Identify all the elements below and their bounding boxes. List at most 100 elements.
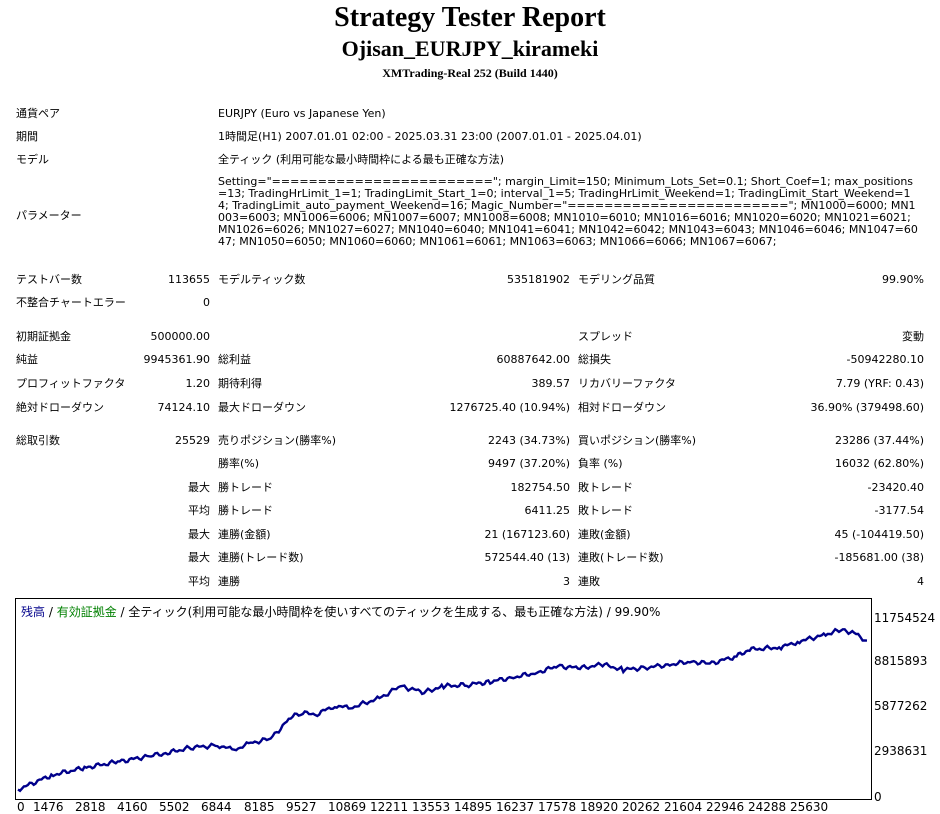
x-tick-label: 0	[17, 800, 25, 814]
period-label: 期間	[16, 130, 38, 143]
ticks-value: 535181902	[507, 273, 570, 286]
quality-label: モデリング品質	[578, 273, 655, 286]
report-title: Strategy Tester Report	[334, 2, 606, 33]
ea-name: Ojisan_EURJPY_kirameki	[341, 36, 599, 61]
loss-rate-label: 負率 (%)	[578, 457, 623, 470]
symbol-label: 通貨ペア	[16, 107, 60, 120]
max-drawdown-label: 最大ドローダウン	[218, 401, 306, 414]
legend-separator: /	[45, 605, 57, 619]
legend-balance: 残高	[21, 605, 46, 619]
max-consec-win-count-value: 572544.40 (13)	[484, 551, 570, 564]
short-positions-value: 2243 (34.73%)	[487, 434, 570, 447]
net-profit-label: 純益	[16, 353, 38, 366]
avg-consec-loss-label: 連敗	[578, 575, 600, 588]
max-consec-win-money-label: 連勝(金額)	[218, 528, 271, 541]
x-tick-label: 12211	[370, 800, 409, 814]
largest-win-value: 182754.50	[510, 481, 571, 494]
expected-payoff-value: 389.57	[531, 377, 571, 390]
gross-loss-value: -50942280.10	[846, 353, 924, 366]
series-line-balance	[17, 627, 868, 793]
loss-rate-value: 16032 (62.80%)	[834, 457, 924, 470]
legend-description: 全ティック(利用可能な最小時間枠を使いすべてのティックを生成する、最も正確な方法…	[128, 605, 661, 619]
win-rate-label: 勝率(%)	[218, 457, 260, 470]
largest-loss-value: -23420.40	[867, 481, 924, 494]
legend-separator: /	[116, 605, 129, 619]
max-prefix: 最大	[188, 481, 210, 494]
x-tick-label: 21604	[664, 800, 703, 814]
symbol-value: EURJPY (Euro vs Japanese Yen)	[218, 107, 386, 120]
win-rate-value: 9497 (37.20%)	[487, 457, 570, 470]
recovery-factor-label: リカバリーファクタ	[578, 377, 676, 390]
gross-profit-label: 総利益	[218, 353, 251, 366]
max-consec-loss-money-label: 連敗(金額)	[578, 528, 631, 541]
legend-equity: 有効証拠金	[56, 605, 117, 619]
mismatch-value: 0	[203, 296, 210, 309]
avg-prefix: 平均	[188, 575, 210, 588]
quality-value: 99.90%	[882, 273, 924, 286]
largest-win-label: 勝トレード	[218, 481, 273, 494]
y-tick-label: 5877262	[874, 699, 928, 713]
max-consec-loss-count-value: -185681.00 (38)	[834, 551, 924, 564]
short-positions-label: 売りポジション(勝率%)	[218, 434, 337, 447]
y-tick-label: 2938631	[874, 744, 928, 758]
total-trades-value: 25529	[175, 434, 210, 447]
x-tick-label: 16237	[496, 800, 535, 814]
expected-payoff-label: 期待利得	[218, 377, 262, 390]
profit-factor-value: 1.20	[185, 377, 211, 390]
x-tick-label: 6844	[201, 800, 232, 814]
server-build: XMTrading-Real 252 (Build 1440)	[382, 66, 558, 80]
max-consec-loss-count-label: 連敗(トレード数)	[578, 551, 664, 564]
max-consec-loss-money-value: 45 (-104419.50)	[834, 528, 924, 541]
avg-win-label: 勝トレード	[218, 504, 273, 517]
avg-consec-loss-value: 4	[917, 575, 924, 588]
x-tick-label: 2818	[75, 800, 106, 814]
x-tick-label: 10869	[328, 800, 367, 814]
x-tick-label: 20262	[622, 800, 661, 814]
mismatch-label: 不整合チャートエラー	[16, 296, 126, 309]
avg-loss-label: 敗トレード	[578, 504, 633, 517]
max-drawdown-value: 1276725.40 (10.94%)	[449, 401, 570, 414]
avg-win-value: 6411.25	[524, 504, 571, 517]
model-value: 全ティック (利用可能な最小時間枠による最も正確な方法)	[218, 153, 505, 166]
ticks-label: モデルティック数	[218, 273, 306, 286]
spread-label: スプレッド	[578, 330, 633, 343]
x-tick-label: 8185	[244, 800, 275, 814]
x-tick-label: 14895	[454, 800, 493, 814]
x-tick-label: 5502	[159, 800, 190, 814]
y-tick-label: 11754524	[874, 611, 936, 625]
profit-factor-label: プロフィットファクタ	[16, 377, 126, 390]
params-value: Setting="========================"; marg…	[218, 175, 918, 248]
balance-chart-svg	[17, 627, 868, 793]
x-tick-label: 24288	[748, 800, 787, 814]
x-tick-label: 17578	[538, 800, 577, 814]
avg-loss-value: -3177.54	[874, 504, 924, 517]
max-consec-win-count-label: 連勝(トレード数)	[218, 551, 304, 564]
bars-value: 113655	[168, 273, 210, 286]
balance-chart	[15, 598, 872, 800]
largest-loss-label: 敗トレード	[578, 481, 633, 494]
max-prefix: 最大	[188, 551, 210, 564]
total-trades-label: 総取引数	[16, 434, 60, 447]
net-profit-value: 9945361.90	[143, 353, 210, 366]
gross-loss-label: 総損失	[578, 353, 611, 366]
deposit-label: 初期証拠金	[16, 330, 71, 343]
x-tick-label: 4160	[117, 800, 148, 814]
avg-prefix: 平均	[188, 504, 210, 517]
rel-drawdown-label: 相対ドローダウン	[578, 401, 666, 414]
spread-value: 変動	[902, 330, 924, 343]
recovery-factor-value: 7.79 (YRF: 0.43)	[835, 377, 924, 390]
x-tick-label: 1476	[33, 800, 64, 814]
x-tick-label: 25630	[790, 800, 829, 814]
x-tick-label: 13553	[412, 800, 451, 814]
abs-drawdown-label: 絶対ドローダウン	[16, 401, 104, 414]
model-label: モデル	[16, 153, 49, 166]
long-positions-value: 23286 (37.44%)	[834, 434, 924, 447]
deposit-value: 500000.00	[150, 330, 211, 343]
rel-drawdown-value: 36.90% (379498.60)	[810, 401, 924, 414]
bars-label: テストバー数	[16, 273, 82, 286]
params-label: パラメーター	[16, 209, 82, 222]
period-value: 1時間足(H1) 2007.01.01 02:00 - 2025.03.31 2…	[218, 130, 642, 143]
avg-consec-win-label: 連勝	[218, 575, 240, 588]
y-tick-label: 0	[874, 790, 882, 804]
x-tick-label: 22946	[706, 800, 745, 814]
